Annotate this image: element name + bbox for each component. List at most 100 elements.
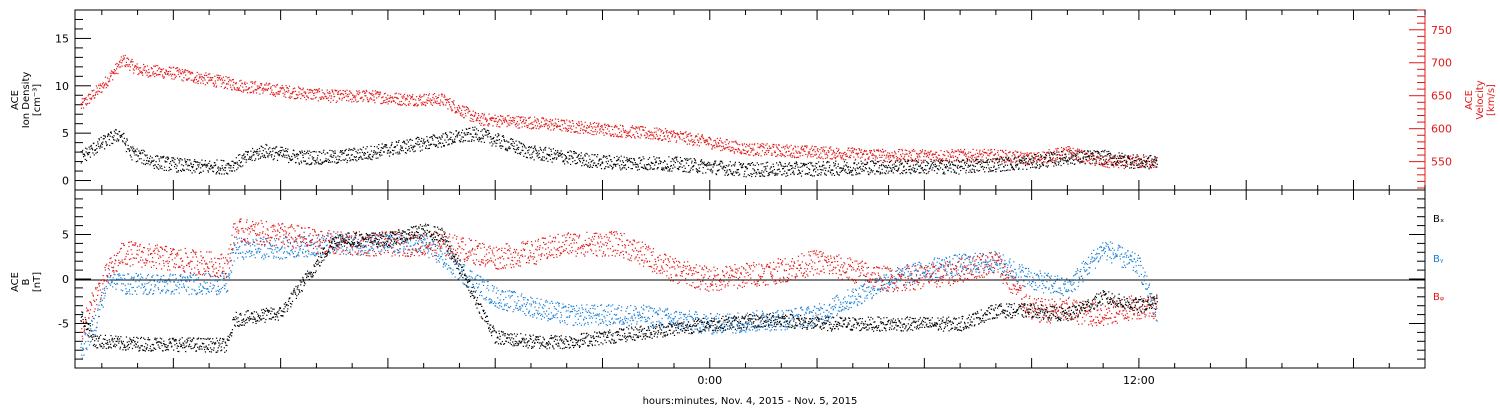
velocity-point <box>544 126 545 127</box>
density-point <box>1017 163 1018 164</box>
velocity-point <box>298 94 299 95</box>
velocity-point <box>179 76 180 77</box>
velocity-point <box>521 116 522 117</box>
density-point <box>457 134 458 135</box>
density-point <box>726 165 727 166</box>
density-point <box>1109 153 1110 154</box>
velocity-point <box>291 96 292 97</box>
velocity-point <box>454 104 455 105</box>
velocity-point <box>137 63 138 64</box>
velocity-point <box>276 93 277 94</box>
velocity-point <box>724 149 725 150</box>
density-point <box>349 148 350 149</box>
density-point <box>1002 170 1003 171</box>
velocity-point <box>965 152 966 153</box>
density-point <box>444 145 445 146</box>
velocity-point <box>128 66 129 67</box>
density-point <box>116 129 117 130</box>
density-point <box>1107 164 1108 165</box>
density-point <box>189 165 190 166</box>
velocity-point <box>614 127 615 128</box>
velocity-point <box>873 158 874 159</box>
density-point <box>626 169 627 170</box>
velocity-point <box>186 80 187 81</box>
density-point <box>878 161 879 162</box>
velocity-point <box>997 150 998 151</box>
density-point <box>114 131 115 132</box>
density-point <box>437 147 438 148</box>
velocity-point <box>545 124 546 125</box>
density-point <box>288 155 289 156</box>
velocity-point <box>502 123 503 124</box>
density-point <box>649 169 650 170</box>
density-point <box>563 161 564 162</box>
velocity-point <box>98 85 99 86</box>
velocity-point <box>395 102 396 103</box>
density-point <box>224 173 225 174</box>
density-point <box>732 173 733 174</box>
density-point <box>554 157 555 158</box>
density-point <box>415 150 416 151</box>
density-point <box>506 149 507 150</box>
velocity-point <box>997 152 998 153</box>
density-point <box>1014 169 1015 170</box>
density-point <box>1021 160 1022 161</box>
velocity-point <box>233 82 234 83</box>
velocity-point <box>845 154 846 155</box>
velocity-point <box>1073 148 1074 149</box>
density-point <box>188 165 189 166</box>
velocity-point <box>653 136 654 137</box>
density-point <box>361 157 362 158</box>
velocity-point <box>113 71 114 72</box>
density-point <box>262 155 263 156</box>
density-point <box>476 137 477 138</box>
velocity-point <box>976 150 977 151</box>
density-point <box>355 157 356 158</box>
density-point <box>1096 161 1097 162</box>
velocity-point <box>796 157 797 158</box>
density-point <box>353 159 354 160</box>
density-point <box>1021 161 1022 162</box>
density-point <box>933 160 934 161</box>
velocity-point <box>567 129 568 130</box>
velocity-point <box>182 71 183 72</box>
density-point <box>823 161 824 162</box>
density-point <box>254 160 255 161</box>
velocity-point <box>483 115 484 116</box>
velocity-point <box>522 126 523 127</box>
density-point <box>279 150 280 151</box>
density-point <box>520 154 521 155</box>
velocity-point <box>696 136 697 137</box>
velocity-point <box>1034 159 1035 160</box>
velocity-point <box>479 120 480 121</box>
density-point <box>131 147 132 148</box>
density-point <box>461 139 462 140</box>
velocity-point <box>869 150 870 151</box>
density-point <box>417 137 418 138</box>
velocity-point <box>325 96 326 97</box>
density-point <box>310 152 311 153</box>
density-point <box>637 169 638 170</box>
density-point <box>682 167 683 168</box>
velocity-point <box>750 152 751 153</box>
density-point <box>213 167 214 168</box>
density-point <box>174 159 175 160</box>
density-point <box>456 130 457 131</box>
density-point <box>507 150 508 151</box>
density-point <box>406 153 407 154</box>
velocity-point <box>1052 160 1053 161</box>
density-point <box>134 154 135 155</box>
density-point <box>140 153 141 154</box>
density-point <box>630 161 631 162</box>
velocity-point <box>295 98 296 99</box>
velocity-point <box>682 139 683 140</box>
velocity-point <box>508 115 509 116</box>
density-point <box>594 162 595 163</box>
density-point <box>564 163 565 164</box>
velocity-point <box>414 105 415 106</box>
density-point <box>243 158 244 159</box>
density-point <box>824 167 825 168</box>
density-point <box>1004 160 1005 161</box>
velocity-point <box>177 70 178 71</box>
velocity-point <box>470 118 471 119</box>
